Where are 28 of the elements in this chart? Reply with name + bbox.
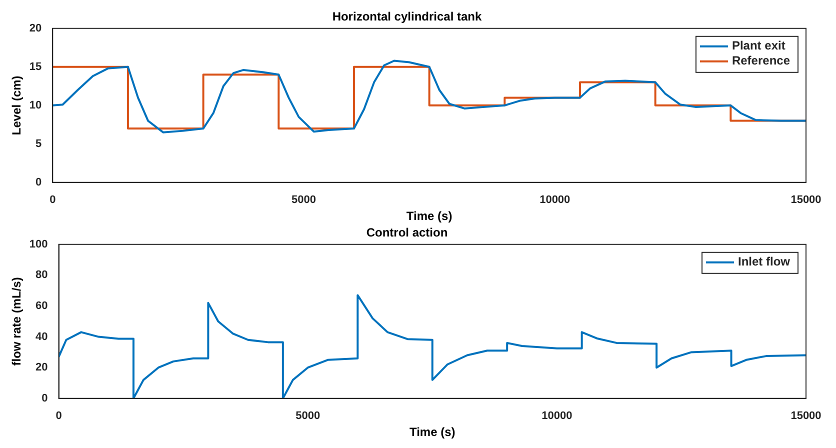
legend-label: Plant exit — [732, 38, 786, 53]
x-tick-label: 10000 — [542, 410, 572, 422]
legend-label: Reference — [732, 54, 790, 68]
y-axis-title: flow rate (mL/s) — [10, 277, 24, 366]
y-tick-label: 60 — [36, 300, 48, 312]
y-tick-label: 80 — [36, 269, 48, 282]
legend-label: Inlet flow — [738, 254, 791, 269]
y-tick-label: 10 — [29, 99, 42, 112]
y-tick-label: 40 — [36, 330, 48, 343]
y-tick-label: 15 — [29, 60, 42, 73]
y-tick-label: 5 — [36, 138, 42, 150]
x-tick-label: 15000 — [790, 194, 822, 206]
y-axis-title: Level (cm) — [10, 76, 24, 136]
y-tick-label: 0 — [42, 392, 48, 404]
chart-title: Horizontal cylindrical tank — [332, 10, 482, 24]
y-tick-label: 100 — [29, 238, 48, 250]
x-tick-label: 15000 — [790, 410, 822, 422]
x-axis-title: Time (s) — [406, 209, 452, 224]
x-tick-label: 0 — [56, 410, 62, 422]
x-tick-label: 0 — [50, 194, 56, 206]
x-tick-label: 10000 — [540, 194, 570, 206]
x-axis-title: Time (s) — [409, 425, 456, 440]
x-tick-label: 5000 — [296, 410, 320, 422]
y-tick-label: 0 — [36, 176, 42, 188]
y-tick-label: 20 — [36, 362, 48, 374]
x-tick-label: 5000 — [292, 194, 316, 206]
y-tick-label: 20 — [29, 22, 42, 34]
chart-title: Control action — [366, 226, 448, 240]
